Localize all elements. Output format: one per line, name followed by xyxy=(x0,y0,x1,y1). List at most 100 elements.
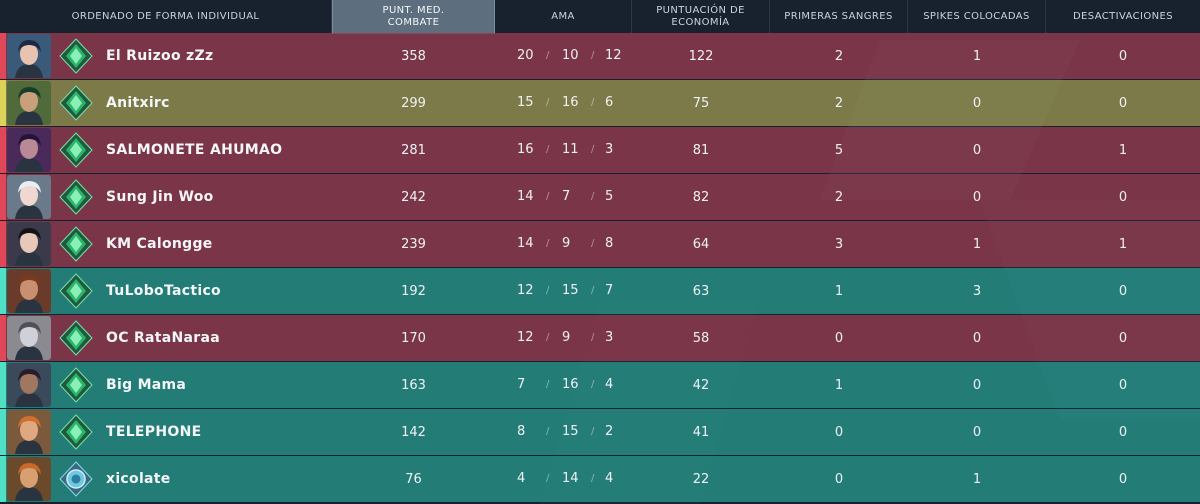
kda-group: 4 / 14 / 4 xyxy=(495,456,632,502)
kda-group: 8 / 15 / 2 xyxy=(495,409,632,455)
first-bloods-value: 0 xyxy=(834,471,844,487)
emerald-rank-icon xyxy=(58,367,94,403)
player-row[interactable]: xicolate 76 4 / 14 / 4 22 0 1 0 xyxy=(0,456,1200,502)
deaths-value: 9 xyxy=(562,236,571,251)
kda-separator: / xyxy=(546,426,550,437)
agent-portrait xyxy=(7,457,51,501)
defuses-value: 0 xyxy=(1118,283,1128,299)
player-row[interactable]: TELEPHONE 142 8 / 15 / 2 41 0 0 0 xyxy=(0,409,1200,455)
column-header-plants[interactable]: SPIKES COLOCADAS xyxy=(908,0,1046,34)
assists-value: 4 xyxy=(605,471,614,486)
first-bloods-value: 0 xyxy=(834,424,844,440)
column-header-defuses-label: DESACTIVACIONES xyxy=(1072,11,1174,22)
kda-separator: / xyxy=(546,191,550,202)
deaths-value: 15 xyxy=(562,283,579,298)
assists-value: 4 xyxy=(605,377,614,392)
team-color-stripe xyxy=(0,362,6,408)
column-header-first-bloods[interactable]: PRIMERAS SANGRES xyxy=(770,0,908,34)
emerald-rank-icon xyxy=(58,132,94,168)
plants-value: 0 xyxy=(972,95,982,111)
defuses-value: 0 xyxy=(1118,424,1128,440)
plants-value: 0 xyxy=(972,189,982,205)
agent-portrait xyxy=(7,316,51,360)
player-row[interactable]: El Ruizoo zZz 358 20/10/12 122 2 1 0 xyxy=(0,33,1200,79)
kills-value: 20 xyxy=(517,48,534,63)
agent-portrait xyxy=(7,175,51,219)
plants-value: 1 xyxy=(972,471,982,487)
assists-value: 3 xyxy=(605,330,614,345)
kda-separator: / xyxy=(591,238,595,249)
player-row[interactable]: KM Calongge 239 14 / 9 / 8 64 3 1 1 xyxy=(0,221,1200,267)
economy-score: 122 xyxy=(688,48,714,64)
kda-separator: / xyxy=(591,285,595,296)
deaths-value: 7 xyxy=(562,189,571,204)
economy-score: 42 xyxy=(692,377,710,393)
economy-score: 75 xyxy=(692,95,710,111)
player-row[interactable]: OC RataNaraa 170 12 / 9 / 3 58 0 0 0 xyxy=(0,315,1200,361)
player-name: SALMONETE AHUMAO xyxy=(106,142,283,158)
deaths-value: 16 xyxy=(562,377,579,392)
defuses-value: 0 xyxy=(1118,48,1128,64)
kda-separator: / xyxy=(546,50,550,61)
kda-group: 15 / 16 / 6 xyxy=(495,80,632,126)
player-name: OC RataNaraa xyxy=(106,330,220,346)
combat-score: 170 xyxy=(401,330,426,346)
economy-score: 82 xyxy=(692,189,710,205)
column-header-plants-label: SPIKES COLOCADAS xyxy=(923,11,1030,22)
economy-score: 41 xyxy=(692,424,710,440)
team-color-stripe xyxy=(0,33,6,79)
player-name: TuLoboTactico xyxy=(106,283,221,299)
player-name: Big Mama xyxy=(106,377,187,393)
kills-value: 14 xyxy=(517,189,534,204)
column-header-kda-label: AMA xyxy=(551,11,575,22)
column-header-kda[interactable]: AMA xyxy=(495,0,632,34)
player-row[interactable]: SALMONETE AHUMAO 281 16 / 11 / 3 81 5 0 1 xyxy=(0,127,1200,173)
plants-value: 1 xyxy=(972,236,982,252)
team-color-stripe xyxy=(0,456,6,502)
column-header-defuses[interactable]: DESACTIVACIONES xyxy=(1046,0,1200,34)
combat-score: 299 xyxy=(401,95,426,111)
kda-separator: / xyxy=(591,426,595,437)
first-bloods-value: 5 xyxy=(834,142,844,158)
player-row[interactable]: Big Mama 163 7 / 16 / 4 42 1 0 0 xyxy=(0,362,1200,408)
emerald-rank-icon xyxy=(58,320,94,356)
first-bloods-value: 2 xyxy=(834,189,844,205)
kda-group: 12 / 9 / 3 xyxy=(495,315,632,361)
assists-value: 12 xyxy=(605,48,622,63)
team-color-stripe xyxy=(0,174,6,220)
combat-score: 281 xyxy=(401,142,426,158)
agent-portrait xyxy=(7,269,51,313)
emerald-rank-icon xyxy=(58,273,94,309)
emerald-rank-icon xyxy=(58,226,94,262)
agent-portrait xyxy=(7,222,51,266)
combat-score: 358 xyxy=(401,48,426,64)
column-header-acs[interactable]: PUNT. MED. COMBATE xyxy=(332,0,495,34)
column-header-player[interactable]: ORDENADO DE FORMA INDIVIDUAL xyxy=(0,0,332,34)
assists-value: 6 xyxy=(605,95,614,110)
assists-value: 5 xyxy=(605,189,614,204)
kda-separator: / xyxy=(591,144,595,155)
scoreboard-header: ORDENADO DE FORMA INDIVIDUAL PUNT. MED. C… xyxy=(0,0,1200,34)
kda-group: 20 / 10 / 12 xyxy=(495,33,632,79)
column-header-economy[interactable]: PUNTUACIÓN DE ECONOMÍA xyxy=(632,0,770,34)
player-name: El Ruizoo zZz xyxy=(106,48,214,64)
deaths-value: 9 xyxy=(562,330,571,345)
player-row[interactable]: Sung Jin Woo 242 14 / 7 / 5 82 2 0 0 xyxy=(0,174,1200,220)
kda-separator: / xyxy=(546,285,550,296)
kda-separator: / xyxy=(546,332,550,343)
combat-score: 142 xyxy=(401,424,426,440)
player-row[interactable]: TuLoboTactico 192 12 / 15 / 7 63 1 3 0 xyxy=(0,268,1200,314)
plants-value: 0 xyxy=(972,377,982,393)
deaths-value: 11 xyxy=(562,142,579,157)
kda-separator: / xyxy=(546,97,550,108)
kda-group: 16 / 11 / 3 xyxy=(495,127,632,173)
assists-value: 8 xyxy=(605,236,614,251)
plants-value: 0 xyxy=(972,424,982,440)
kills-value: 15 xyxy=(517,95,534,110)
kills-value: 12 xyxy=(517,330,534,345)
player-row[interactable]: Anitxirc 299 15 / 16 / 6 75 2 0 0 xyxy=(0,80,1200,126)
scoreboard-rows: El Ruizoo zZz 358 20/10/12 122 2 1 0 Anitxirc 29… xyxy=(0,33,1200,503)
plants-value: 3 xyxy=(972,283,982,299)
defuses-value: 0 xyxy=(1118,189,1128,205)
first-bloods-value: 0 xyxy=(834,330,844,346)
